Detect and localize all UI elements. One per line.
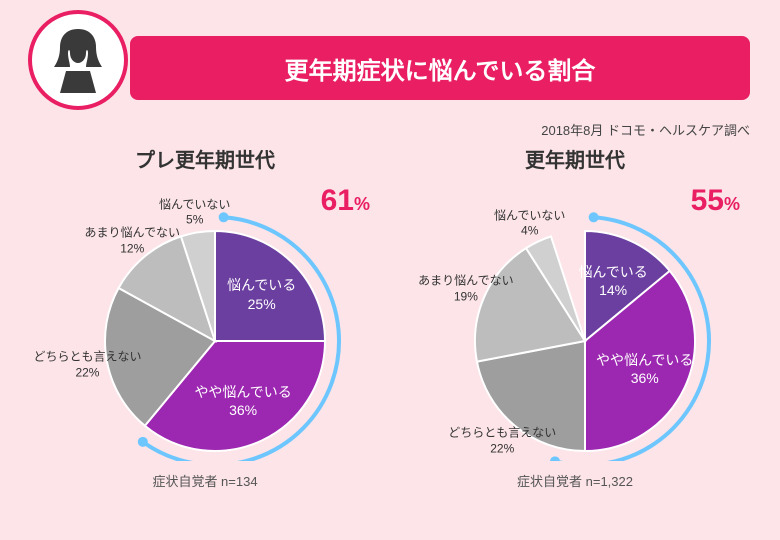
- page-title: 更年期症状に悩んでいる割合: [285, 51, 596, 86]
- sample-size: 症状自覚者 n=134: [30, 471, 380, 490]
- chart-menopause: 更年期世代 55% 悩んでいる14%やや悩んでいる36%どちらとも言えない22%…: [400, 144, 750, 490]
- slice-label: どちらとも言えない22%: [448, 425, 556, 456]
- chart-title: プレ更年期世代: [30, 144, 380, 173]
- person-icon-circle: [28, 10, 128, 110]
- pie-chart: 悩んでいる14%やや悩んでいる36%どちらとも言えない22%あまり悩んでない19…: [435, 181, 715, 461]
- slice-label: 悩んでいない4%: [494, 208, 565, 239]
- woman-icon: [48, 25, 108, 95]
- arrowhead-icon: [550, 456, 560, 461]
- slice-label: 悩んでいない5%: [159, 197, 230, 228]
- sample-size: 症状自覚者 n=1,322: [400, 471, 750, 490]
- arrowhead-icon: [138, 437, 148, 447]
- slice-label: やや悩んでいる36%: [194, 383, 291, 419]
- header: 更年期症状に悩んでいる割合: [0, 0, 780, 90]
- title-bar: 更年期症状に悩んでいる割合: [130, 36, 750, 100]
- chart-pre-menopause: プレ更年期世代 61% 悩んでいる25%やや悩んでいる36%どちらとも言えない2…: [30, 144, 380, 490]
- arrowhead-icon: [589, 212, 599, 222]
- slice-label: 悩んでいる14%: [578, 263, 647, 299]
- slice-label: どちらとも言えない22%: [33, 350, 141, 381]
- slice-label: 悩んでいる25%: [227, 276, 296, 312]
- slice-label: あまり悩んでない12%: [85, 225, 180, 256]
- chart-title: 更年期世代: [400, 144, 750, 173]
- slice-label: あまり悩んでない19%: [418, 274, 513, 305]
- source-line: 2018年8月 ドコモ・ヘルスケア調べ: [0, 120, 750, 139]
- pie-chart: 悩んでいる25%やや悩んでいる36%どちらとも言えない22%あまり悩んでない12…: [65, 181, 345, 461]
- slice-label: やや悩んでいる36%: [596, 351, 693, 387]
- charts-row: プレ更年期世代 61% 悩んでいる25%やや悩んでいる36%どちらとも言えない2…: [0, 144, 780, 490]
